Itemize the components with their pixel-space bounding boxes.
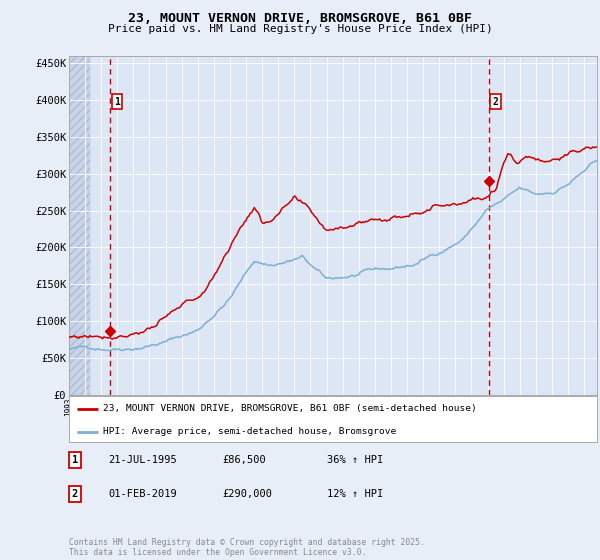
Text: 23, MOUNT VERNON DRIVE, BROMSGROVE, B61 0BF: 23, MOUNT VERNON DRIVE, BROMSGROVE, B61 … (128, 12, 472, 25)
Text: £86,500: £86,500 (222, 455, 266, 465)
Text: Contains HM Land Registry data © Crown copyright and database right 2025.
This d: Contains HM Land Registry data © Crown c… (69, 538, 425, 557)
Text: 2: 2 (493, 97, 499, 107)
Text: Price paid vs. HM Land Registry's House Price Index (HPI): Price paid vs. HM Land Registry's House … (107, 24, 493, 34)
Text: £290,000: £290,000 (222, 489, 272, 499)
Text: 12% ↑ HPI: 12% ↑ HPI (327, 489, 383, 499)
Text: HPI: Average price, semi-detached house, Bromsgrove: HPI: Average price, semi-detached house,… (103, 427, 397, 436)
Text: 36% ↑ HPI: 36% ↑ HPI (327, 455, 383, 465)
Text: 01-FEB-2019: 01-FEB-2019 (108, 489, 177, 499)
Text: 21-JUL-1995: 21-JUL-1995 (108, 455, 177, 465)
Text: 1: 1 (114, 97, 120, 107)
Text: 1: 1 (72, 455, 78, 465)
Text: 2: 2 (72, 489, 78, 499)
Text: 23, MOUNT VERNON DRIVE, BROMSGROVE, B61 0BF (semi-detached house): 23, MOUNT VERNON DRIVE, BROMSGROVE, B61 … (103, 404, 477, 413)
